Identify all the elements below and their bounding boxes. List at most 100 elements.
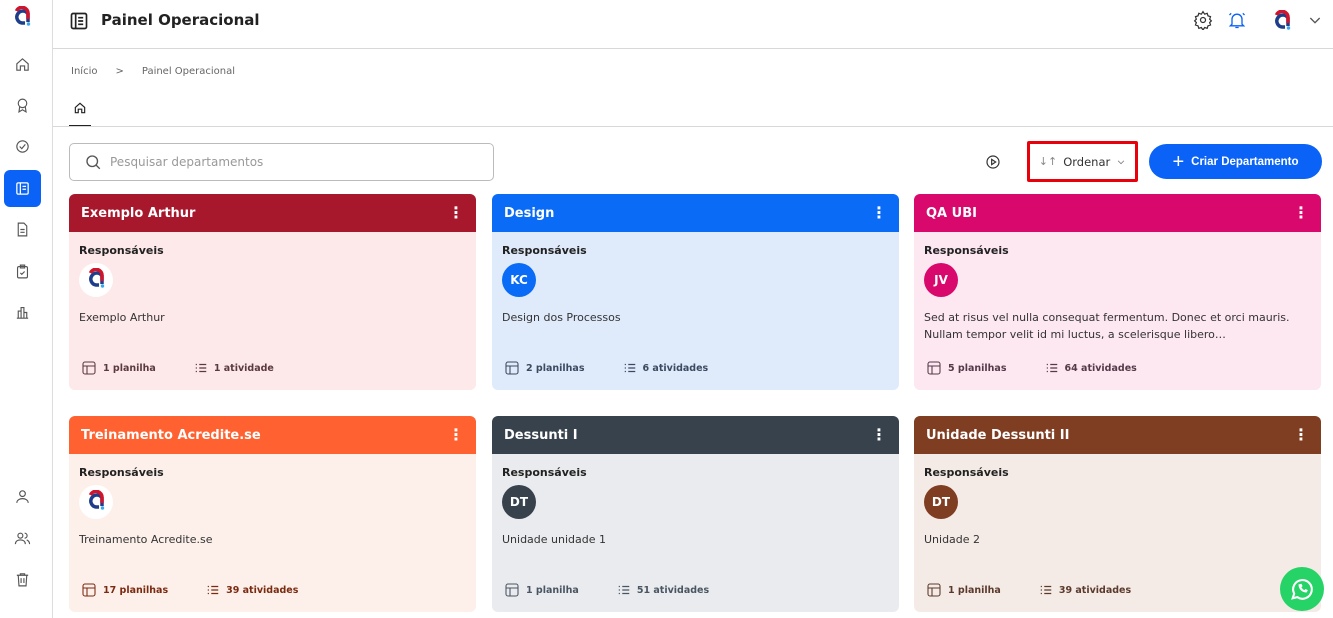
sidebar-item-panel[interactable]: [4, 170, 41, 207]
card-body: Responsáveis KC Design dos Processos 2 p…: [492, 232, 899, 390]
card-title[interactable]: QA UBI: [926, 205, 977, 221]
clipboard-check-icon: [16, 264, 29, 279]
card-body: Responsáveis DT Unidade unidade 1 1 plan…: [492, 454, 899, 612]
top-header: Painel Operacional: [53, 0, 1333, 49]
responsaveis-label: Responsáveis: [924, 244, 1009, 257]
card-description: Treinamento Acredite.se: [79, 533, 213, 546]
department-card[interactable]: QA UBI ⋮ Responsáveis JV Sed at risus ve…: [914, 194, 1321, 390]
sidebar-item-user[interactable]: [4, 478, 41, 515]
department-card[interactable]: Dessunti I ⋮ Responsáveis DT Unidade uni…: [492, 416, 899, 612]
tab-home[interactable]: [69, 98, 91, 127]
avatar: [79, 263, 113, 297]
card-description: Sed at risus vel nulla consequat ferment…: [924, 311, 1290, 341]
card-title[interactable]: Exemplo Arthur: [81, 205, 196, 221]
table-icon: [927, 361, 941, 375]
card-title[interactable]: Dessunti I: [504, 427, 578, 443]
list-icon: [1046, 363, 1057, 373]
card-description: Unidade 2: [924, 533, 981, 546]
table-icon: [927, 583, 941, 597]
department-card[interactable]: Design ⋮ Responsáveis KC Design dos Proc…: [492, 194, 899, 390]
home-icon: [74, 102, 86, 114]
sheets-label: 1 planilha: [103, 362, 156, 374]
card-stats: 1 planilha 1 atividade: [81, 360, 274, 376]
more-vertical-icon[interactable]: ⋮: [871, 203, 887, 222]
search-input[interactable]: [110, 155, 470, 169]
create-department-button[interactable]: + Criar Departamento: [1149, 144, 1322, 179]
sidebar-item-awards[interactable]: [4, 87, 41, 124]
card-header: Dessunti I ⋮: [492, 416, 899, 454]
sidebar-item-users[interactable]: [4, 520, 41, 557]
order-dropdown[interactable]: ↓↑ Ordenar: [1027, 141, 1138, 182]
sidebar-item-trash[interactable]: [4, 561, 41, 598]
more-vertical-icon[interactable]: ⋮: [1293, 425, 1309, 444]
table-icon: [505, 583, 519, 597]
responsaveis-label: Responsáveis: [502, 466, 587, 479]
company-logo: [85, 489, 107, 515]
card-title[interactable]: Treinamento Acredite.se: [81, 427, 261, 443]
sidebar-item-checklist[interactable]: [4, 253, 41, 290]
app-logo[interactable]: [11, 6, 33, 28]
card-header: QA UBI ⋮: [914, 194, 1321, 232]
card-title[interactable]: Unidade Dessunti II: [926, 427, 1070, 443]
activities-label: 64 atividades: [1064, 362, 1137, 374]
sheets-count: 1 planilha: [926, 582, 1001, 598]
card-header: Exemplo Arthur ⋮: [69, 194, 476, 232]
card-description: Exemplo Arthur: [79, 311, 165, 324]
sheets-label: 5 planilhas: [948, 362, 1007, 374]
activities-count: 1 atividade: [194, 360, 274, 376]
search-box[interactable]: [69, 143, 494, 181]
more-vertical-icon[interactable]: ⋮: [1293, 203, 1309, 222]
user-avatar-logo[interactable]: [1271, 10, 1293, 32]
chevron-down-icon[interactable]: [1307, 10, 1323, 30]
chevron-down-icon: [1118, 159, 1125, 164]
table-icon: [82, 583, 96, 597]
card-stats: 2 planilhas 6 atividades: [504, 360, 708, 376]
card-description: Design dos Processos: [502, 311, 621, 324]
list-icon: [1040, 585, 1052, 595]
activities-count: 6 atividades: [623, 360, 708, 376]
whatsapp-button[interactable]: [1280, 567, 1324, 611]
responsaveis-label: Responsáveis: [502, 244, 587, 257]
sidebar-item-documents[interactable]: [4, 211, 41, 248]
more-vertical-icon[interactable]: ⋮: [448, 425, 464, 444]
avatar: DT: [924, 485, 958, 519]
card-body: Responsáveis JV Sed at risus vel nulla c…: [914, 232, 1321, 390]
activities-label: 39 atividades: [226, 584, 299, 596]
play-circle-icon[interactable]: [985, 154, 1001, 170]
department-card[interactable]: Exemplo Arthur ⋮ Responsáveis Exemplo Ar…: [69, 194, 476, 390]
sidebar: [0, 0, 53, 618]
sidebar-item-home[interactable]: [4, 46, 41, 83]
activities-label: 39 atividades: [1058, 584, 1132, 596]
card-stats: 1 planilha 51 atividades: [504, 582, 709, 598]
sheets-count: 2 planilhas: [504, 360, 585, 376]
responsaveis-label: Responsáveis: [79, 244, 164, 257]
list-icon: [195, 363, 207, 373]
activities-count: 39 atividades: [1039, 582, 1131, 598]
more-vertical-icon[interactable]: ⋮: [871, 425, 887, 444]
card-description: Unidade unidade 1: [502, 533, 607, 546]
sidebar-item-reports[interactable]: [4, 294, 41, 331]
search-icon: [86, 155, 101, 170]
check-circle-icon: [16, 140, 29, 153]
bell-icon[interactable]: [1227, 10, 1247, 30]
department-card[interactable]: Unidade Dessunti II ⋮ Responsáveis DT Un…: [914, 416, 1321, 612]
sidebar-item-tasks[interactable]: [4, 128, 41, 165]
more-vertical-icon[interactable]: ⋮: [448, 203, 464, 222]
responsaveis-label: Responsáveis: [924, 466, 1009, 479]
avatar: KC: [502, 263, 536, 297]
activities-label: 51 atividades: [636, 584, 710, 596]
gear-icon[interactable]: [1193, 10, 1213, 30]
sheets-count: 17 planilhas: [81, 582, 168, 598]
breadcrumb-home[interactable]: Início: [71, 66, 98, 77]
card-title[interactable]: Design: [504, 205, 555, 221]
card-header: Treinamento Acredite.se ⋮: [69, 416, 476, 454]
sort-icon: ↓↑: [1038, 155, 1058, 168]
home-icon: [16, 58, 29, 71]
department-card[interactable]: Treinamento Acredite.se ⋮ Responsáveis T…: [69, 416, 476, 612]
award-icon: [17, 98, 28, 113]
sheets-label: 1 planilha: [948, 584, 1001, 596]
company-logo: [85, 267, 107, 293]
avatar: DT: [502, 485, 536, 519]
list-icon: [207, 585, 219, 595]
card-stats: 1 planilha 39 atividades: [926, 582, 1131, 598]
